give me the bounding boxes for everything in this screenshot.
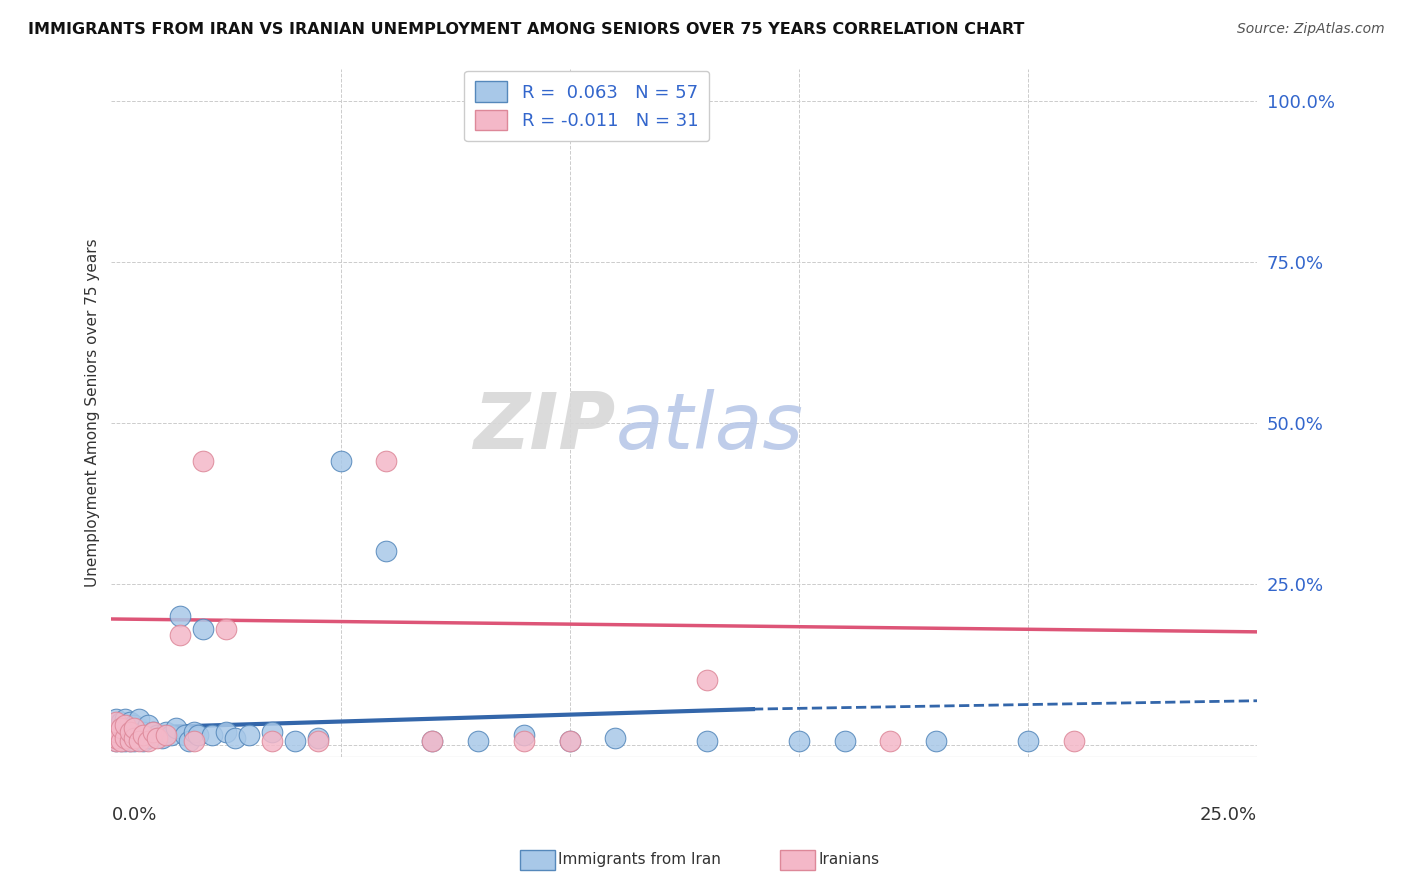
Point: [187, 728, 209, 742]
Point: [329, 454, 352, 468]
Point: [146, 728, 169, 742]
Point: [104, 718, 127, 732]
Point: [787, 734, 810, 748]
Text: Immigrants from Iran: Immigrants from Iran: [558, 853, 721, 867]
Point: [224, 731, 246, 745]
Point: [132, 734, 155, 748]
Point: [104, 731, 127, 745]
Point: [215, 724, 238, 739]
Y-axis label: Unemployment Among Seniors over 75 years: Unemployment Among Seniors over 75 years: [86, 239, 100, 587]
Point: [1017, 734, 1039, 748]
Point: [834, 734, 856, 748]
Point: [146, 731, 169, 745]
Point: [1063, 734, 1085, 748]
Point: [605, 731, 627, 745]
Point: [375, 454, 398, 468]
Text: 25.0%: 25.0%: [1199, 805, 1257, 823]
Point: [696, 734, 718, 748]
Point: [114, 728, 136, 742]
Point: [420, 734, 443, 748]
Point: [155, 724, 177, 739]
Point: [284, 734, 307, 748]
Point: [114, 718, 136, 732]
Point: [160, 728, 183, 742]
Point: [114, 734, 136, 748]
Point: [307, 734, 329, 748]
Point: [124, 718, 146, 732]
Point: [179, 734, 201, 748]
Point: [307, 731, 329, 745]
Point: [104, 734, 127, 748]
Point: [110, 722, 132, 736]
Point: [104, 712, 127, 726]
Point: [513, 728, 536, 742]
Point: [183, 724, 205, 739]
Point: [136, 734, 159, 748]
Point: [165, 722, 187, 736]
Point: [260, 724, 283, 739]
Point: [114, 722, 136, 736]
Point: [467, 734, 489, 748]
Point: [128, 731, 150, 745]
Point: [696, 673, 718, 687]
Point: [420, 734, 443, 748]
Point: [118, 724, 141, 739]
Point: [558, 734, 581, 748]
Point: [128, 722, 150, 736]
Point: [124, 728, 146, 742]
Point: [513, 734, 536, 748]
Text: IMMIGRANTS FROM IRAN VS IRANIAN UNEMPLOYMENT AMONG SENIORS OVER 75 YEARS CORRELA: IMMIGRANTS FROM IRAN VS IRANIAN UNEMPLOY…: [28, 22, 1025, 37]
Point: [375, 544, 398, 558]
Point: [110, 734, 132, 748]
Point: [128, 712, 150, 726]
Point: [124, 734, 146, 748]
Point: [260, 734, 283, 748]
Point: [132, 728, 155, 742]
Point: [114, 712, 136, 726]
Point: [124, 731, 146, 745]
Point: [132, 724, 155, 739]
Point: [215, 622, 238, 636]
Point: [173, 728, 195, 742]
Point: [169, 628, 191, 642]
Point: [183, 734, 205, 748]
Text: Source: ZipAtlas.com: Source: ZipAtlas.com: [1237, 22, 1385, 37]
Text: Iranians: Iranians: [818, 853, 879, 867]
Point: [925, 734, 948, 748]
Point: [169, 608, 191, 623]
Point: [150, 731, 173, 745]
Point: [136, 731, 159, 745]
Point: [142, 724, 165, 739]
Point: [110, 734, 132, 748]
Point: [128, 734, 150, 748]
Point: [118, 724, 141, 739]
Point: [191, 622, 214, 636]
Point: [110, 714, 132, 729]
Point: [191, 454, 214, 468]
Point: [118, 714, 141, 729]
Point: [110, 724, 132, 739]
Text: atlas: atlas: [616, 389, 803, 465]
Legend: R =  0.063   N = 57, R = -0.011   N = 31: R = 0.063 N = 57, R = -0.011 N = 31: [464, 70, 710, 141]
Point: [104, 724, 127, 739]
Point: [879, 734, 901, 748]
Point: [201, 728, 224, 742]
Point: [104, 714, 127, 729]
Point: [118, 734, 141, 748]
Point: [104, 724, 127, 739]
Point: [104, 734, 127, 748]
Point: [136, 718, 159, 732]
Point: [142, 724, 165, 739]
Point: [110, 731, 132, 745]
Point: [114, 731, 136, 745]
Point: [558, 734, 581, 748]
Point: [104, 731, 127, 745]
Point: [155, 728, 177, 742]
Text: 0.0%: 0.0%: [111, 805, 157, 823]
Text: ZIP: ZIP: [474, 389, 616, 465]
Point: [124, 722, 146, 736]
Point: [238, 728, 260, 742]
Point: [118, 734, 141, 748]
